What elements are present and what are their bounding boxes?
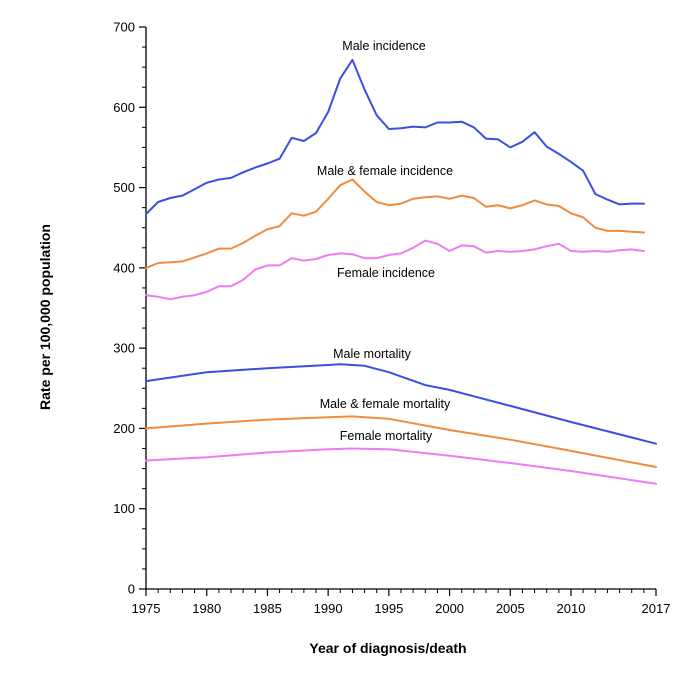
series-line-female-mortality bbox=[145, 447, 657, 485]
axes: 0 100 200 300 400 500 600 700 1975 1980 1985 1990 19… bbox=[113, 20, 670, 617]
series-label-male-mortality: Male mortality bbox=[333, 347, 412, 361]
series-label-male-incidence: Male incidence bbox=[342, 39, 425, 53]
x-tick-label-2005: 2005 bbox=[496, 601, 525, 616]
series-label-male-female-mortality: Male & female mortality bbox=[320, 397, 451, 411]
x-tick-label-1985: 1985 bbox=[253, 601, 282, 616]
x-tick-label-1990: 1990 bbox=[314, 601, 343, 616]
series-line-female-incidence bbox=[145, 239, 645, 301]
y-tick-label-400: 400 bbox=[113, 260, 135, 275]
series-lines bbox=[145, 58, 657, 485]
x-tick-label-1975: 1975 bbox=[132, 601, 161, 616]
x-tick-label-1995: 1995 bbox=[374, 601, 403, 616]
x-tick-label-2000: 2000 bbox=[435, 601, 464, 616]
y-tick-label-200: 200 bbox=[113, 421, 135, 436]
y-axis-title: Rate per 100,000 population bbox=[37, 224, 53, 410]
y-tick-label-300: 300 bbox=[113, 341, 135, 356]
x-tick-label-1980: 1980 bbox=[192, 601, 221, 616]
y-tick-label-600: 600 bbox=[113, 100, 135, 115]
series-line-male-female-incidence bbox=[145, 178, 645, 269]
series-label-male-female-incidence: Male & female incidence bbox=[317, 164, 453, 178]
y-tick-label-0: 0 bbox=[128, 582, 135, 597]
x-axis-title: Year of diagnosis/death bbox=[309, 640, 466, 656]
series-line-male-mortality bbox=[145, 363, 657, 445]
y-tick-label-700: 700 bbox=[113, 20, 135, 35]
x-tick-label-2010: 2010 bbox=[557, 601, 586, 616]
series-label-female-mortality: Female mortality bbox=[340, 429, 433, 443]
y-tick-label-500: 500 bbox=[113, 180, 135, 195]
series-line-male-incidence bbox=[145, 58, 645, 216]
x-tick-label-2017: 2017 bbox=[642, 601, 671, 616]
series-labels: Male incidence Male & female incidence F… bbox=[317, 39, 453, 443]
series-line-male-female-mortality bbox=[145, 415, 657, 468]
series-label-female-incidence: Female incidence bbox=[337, 266, 435, 280]
y-tick-label-100: 100 bbox=[113, 501, 135, 516]
